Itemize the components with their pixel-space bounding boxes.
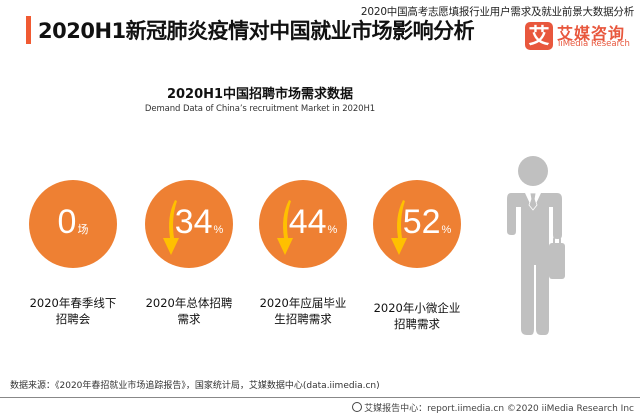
businessman-icon bbox=[507, 156, 565, 335]
page-title: 2020H1新冠肺炎疫情对中国就业市场影响分析 bbox=[38, 19, 475, 43]
stat-circle-small-business-demand: 52% bbox=[373, 180, 461, 268]
down-arrow-icon bbox=[391, 200, 407, 255]
stat-circle-graduate-demand: 44% bbox=[259, 180, 347, 268]
footer-divider bbox=[0, 397, 640, 398]
stat-label-small-business-demand: 2020年小微企业 招聘需求 bbox=[373, 301, 461, 331]
stat-label-offline-job-fairs: 2020年春季线下 招聘会 bbox=[29, 296, 117, 326]
stat-circle-offline-job-fairs: 0场 bbox=[29, 180, 117, 268]
logo-name-en: iiMedia Research bbox=[558, 39, 630, 49]
title-accent-bar bbox=[26, 16, 31, 44]
down-arrow-icon bbox=[163, 200, 179, 255]
stat-label-overall-demand: 2020年总体招聘 需求 bbox=[145, 296, 233, 326]
report-series-title: 2020中国高考志愿填报行业用户需求及就业前景大数据分析 bbox=[360, 6, 634, 18]
iimedia-logo: 艾 艾媒咨询 iiMedia Research bbox=[525, 22, 637, 52]
footer-credit: 艾媒报告中心：report.iimedia.cn ©2020 iiMedia R… bbox=[352, 401, 634, 414]
stat-label-graduate-demand: 2020年应届毕业 生招聘需求 bbox=[259, 296, 347, 326]
stat-circle-overall-demand: 34% bbox=[145, 180, 233, 268]
stat-value: 34% bbox=[174, 203, 224, 241]
logo-mark-icon: 艾 bbox=[525, 22, 553, 50]
stat-value: 52% bbox=[402, 203, 452, 241]
chart-title: 2020H1中国招聘市场需求数据 bbox=[166, 87, 354, 102]
report-center-icon bbox=[352, 402, 363, 412]
stat-value: 44% bbox=[288, 203, 338, 241]
down-arrow-icon bbox=[277, 200, 293, 255]
logo-name-cn: 艾媒咨询 bbox=[557, 24, 626, 43]
data-source: 数据来源：《2020年春招就业市场追踪报告》，国家统计局，艾媒数据中心(data… bbox=[10, 381, 380, 391]
chart-subtitle: Demand Data of China’s recruitment Marke… bbox=[144, 104, 376, 114]
stat-value: 0场 bbox=[57, 203, 89, 241]
